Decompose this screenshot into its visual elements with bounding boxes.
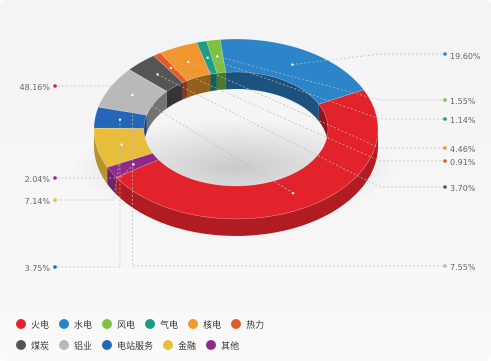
- data-label-水电: 19.60%: [450, 52, 481, 61]
- leader-anchor-其他: [132, 163, 135, 166]
- legend-swatch: [59, 319, 70, 329]
- leader-line-煤炭: [157, 74, 445, 188]
- leader-dot-热力: [443, 159, 447, 163]
- legend-label: 火电: [31, 320, 50, 331]
- leader-line-风电: [217, 56, 445, 101]
- legend-swatch: [163, 340, 174, 350]
- inner-wall-铝业: [146, 91, 167, 133]
- leader-line-热力: [170, 67, 445, 162]
- legend-item-气电[interactable]: 气电: [145, 318, 178, 331]
- legend-label: 核电: [203, 320, 222, 331]
- legend-item-火电[interactable]: 火电: [16, 318, 49, 331]
- data-labels: 48.16% 19.60% 1.55% 1.14% 4.46% 0.91% 3.70% 7.5…: [19, 52, 480, 273]
- data-label-火电: 48.16%: [19, 83, 50, 92]
- leader-dot-火电: [53, 84, 57, 88]
- leader-dot-金融: [53, 198, 57, 202]
- data-label-煤炭: 3.70%: [450, 184, 476, 193]
- leader-anchor-热力: [169, 66, 173, 70]
- data-label-风电: 1.55%: [450, 97, 476, 106]
- legend-swatch: [188, 319, 199, 329]
- legend-label: 金融: [178, 341, 197, 352]
- legend-label: 铝业: [74, 341, 93, 352]
- legend-label: 风电: [117, 320, 136, 331]
- data-label-电站服务: 3.75%: [25, 264, 51, 273]
- legend-item-热力[interactable]: 热力: [231, 318, 264, 331]
- leader-line-电站服务: [55, 119, 121, 268]
- legend-label: 热力: [246, 320, 265, 331]
- outer-wall-火电: [116, 129, 379, 236]
- leader-line-气电: [207, 57, 445, 120]
- outer-wall-其他: [107, 167, 117, 195]
- leader-dot-风电: [443, 98, 447, 102]
- data-label-铝业: 7.55%: [450, 263, 476, 272]
- inner-wall-水电: [225, 72, 319, 122]
- inner-wall-风电: [216, 72, 226, 91]
- legend-item-煤炭[interactable]: 煤炭: [16, 339, 49, 352]
- leader-anchor-核电: [186, 60, 190, 64]
- leader-line-核电: [187, 61, 445, 149]
- legend-label: 其他: [221, 341, 240, 352]
- data-label-金融: 7.14%: [25, 197, 51, 206]
- data-label-其他: 2.04%: [25, 175, 51, 184]
- legend-item-电站服务[interactable]: 电站服务: [102, 339, 153, 352]
- leader-dot-其他: [53, 176, 57, 180]
- leader-anchor-气电: [206, 56, 209, 59]
- legend-swatch: [102, 319, 113, 329]
- inner-walls: [144, 72, 328, 146]
- leader-anchor-风电: [216, 55, 219, 58]
- legend-swatch: [206, 340, 217, 350]
- legend-swatch: [145, 319, 156, 329]
- leader-dot-电站服务: [53, 265, 57, 269]
- leader-anchor-水电: [291, 63, 294, 66]
- legend-swatch: [16, 319, 26, 329]
- leader-dot-水电: [443, 52, 447, 56]
- legend-item-金融[interactable]: 金融: [163, 339, 196, 352]
- legend-swatch: [231, 319, 242, 329]
- leader-anchor-火电: [291, 191, 295, 195]
- legend-label: 气电: [160, 320, 179, 331]
- legend-item-铝业[interactable]: 铝业: [59, 339, 92, 352]
- data-label-热力: 0.91%: [450, 158, 476, 167]
- legend-item-核电[interactable]: 核电: [188, 318, 221, 331]
- legend-item-水电[interactable]: 水电: [59, 318, 92, 331]
- leader-anchor-煤炭: [156, 73, 159, 76]
- top-faces: [93, 38, 379, 220]
- legend-item-风电[interactable]: 风电: [102, 318, 135, 331]
- leader-anchor-电站服务: [118, 118, 122, 121]
- inner-wall-热力: [182, 80, 188, 100]
- legend-swatch: [102, 340, 113, 350]
- leader-dot-铝业: [443, 264, 447, 268]
- leader-line-铝业: [132, 94, 445, 267]
- leader-anchor-铝业: [131, 93, 134, 97]
- legend-swatch: [16, 340, 26, 350]
- leader-line-水电: [292, 53, 445, 65]
- legend-label: 电站服务: [117, 341, 154, 352]
- inner-wall-气电: [210, 73, 217, 92]
- inner-wall-火电: [318, 104, 328, 146]
- data-label-核电: 4.46%: [450, 145, 476, 154]
- leader-anchor-金融: [120, 143, 123, 146]
- legend-row-1: 火电 水电 风电 气电 核电 热力: [16, 317, 486, 331]
- outer-walls: [94, 129, 379, 236]
- legend-swatch: [59, 340, 70, 350]
- data-label-气电: 1.14%: [450, 116, 476, 125]
- leader-dot-煤炭: [443, 185, 447, 189]
- legend-label: 水电: [74, 320, 93, 331]
- leader-dot-气电: [443, 117, 447, 121]
- outer-wall-金融: [94, 129, 108, 185]
- legend-label: 煤炭: [31, 341, 50, 352]
- leader-dot-核电: [443, 146, 447, 150]
- legend-item-其他[interactable]: 其他: [206, 339, 239, 352]
- inner-wall-核电: [187, 74, 211, 98]
- legend-row-2: 煤炭 铝业 电站服务 金融 其他: [16, 338, 486, 352]
- inner-wall-煤炭: [166, 82, 183, 109]
